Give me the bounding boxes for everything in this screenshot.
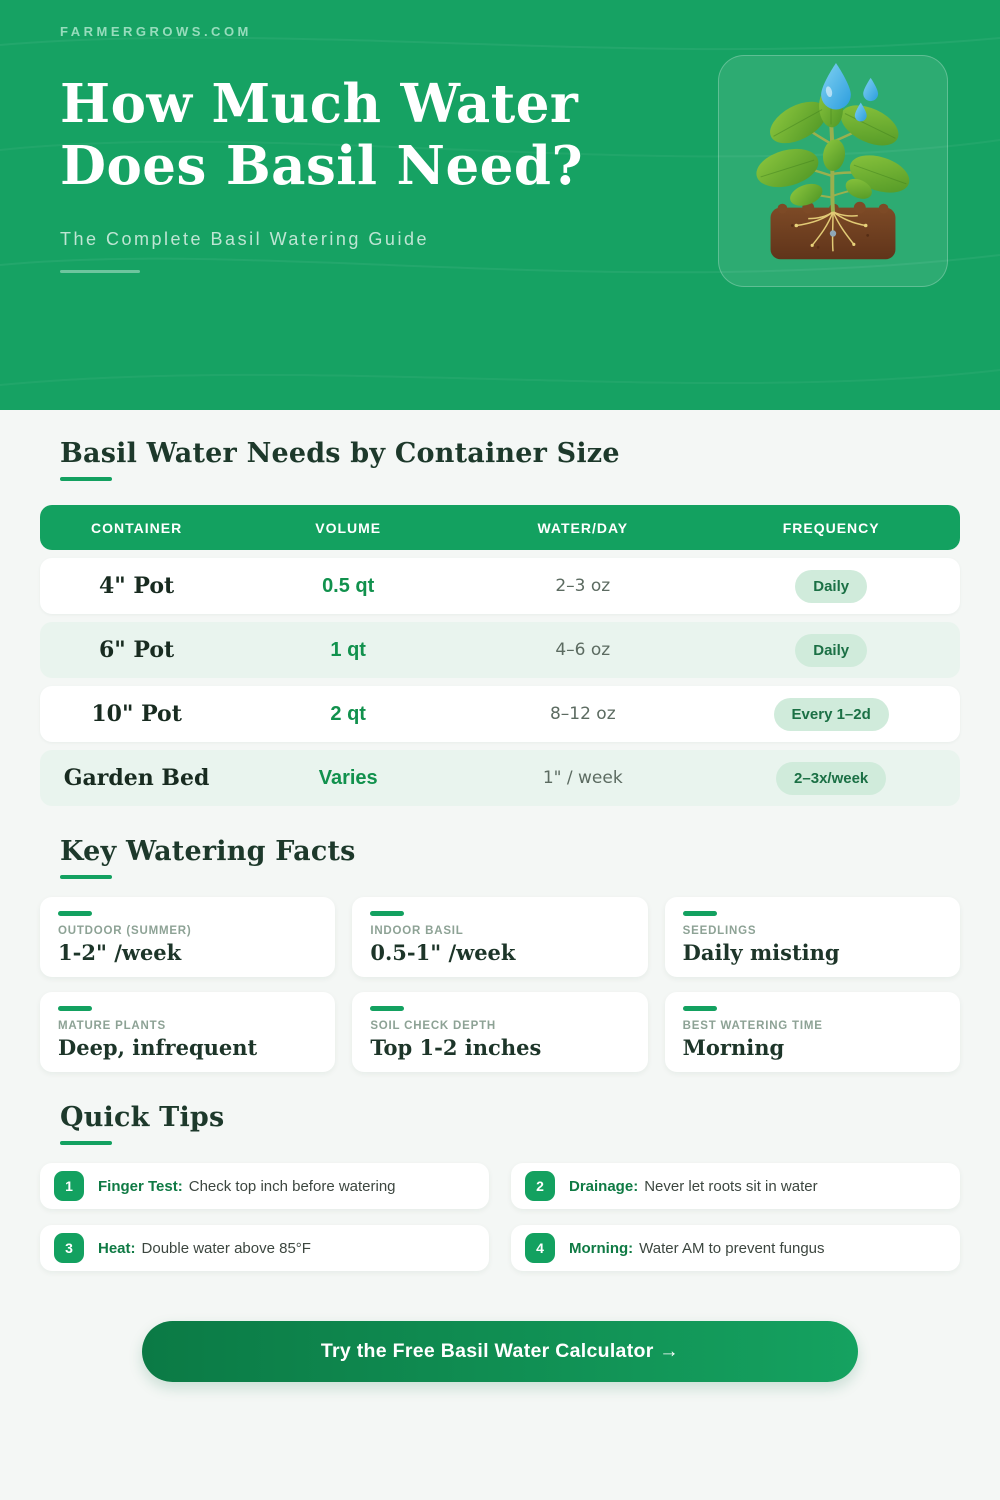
tip-text: Never let roots sit in water (644, 1177, 818, 1195)
water-cell: 4–6 oz (555, 640, 611, 660)
site-brand: FARMERGROWS.COM (60, 24, 252, 39)
container-cell: 6" Pot (98, 637, 175, 663)
tip-text: Check top inch before watering (188, 1177, 396, 1195)
tips-section-title: Quick Tips (60, 1102, 225, 1133)
table-section-title: Basil Water Needs by Container Size (60, 438, 620, 469)
fact-value: 1-2" /week (58, 940, 182, 965)
fact-value: Morning (682, 1035, 785, 1060)
water-cell: 2–3 oz (555, 576, 611, 596)
column-header-volume: VOLUME (315, 519, 382, 536)
water-calculator-cta-button[interactable]: Try the Free Basil Water Calculator → (142, 1321, 858, 1382)
tip-label: Finger Test: (98, 1177, 183, 1195)
fact-label: BEST WATERING TIME (682, 1020, 823, 1032)
fact-accent-bar (58, 1006, 92, 1011)
frequency-cell: Daily (702, 569, 960, 603)
frequency-cell: Daily (702, 633, 960, 667)
fact-accent-bar (682, 911, 717, 916)
volume-cell: 1 qt (330, 638, 366, 661)
basil-plant-illustration (718, 55, 948, 287)
fact-label: OUTDOOR (SUMMER) (58, 925, 192, 937)
frequency-badge: Every 1–2d (773, 697, 889, 731)
frequency-badge: Daily (795, 633, 868, 667)
table-row: Garden Bed Varies 1" / week 2–3x/week (40, 750, 960, 806)
column-header-water-day: WATER/DAY (537, 519, 629, 536)
fact-value: Daily misting (682, 940, 840, 965)
fact-card: MATURE PLANTS Deep, infrequent (40, 992, 336, 1072)
water-cell: 1" / week (542, 768, 623, 788)
table-section-underline (60, 477, 112, 481)
fact-accent-bar (370, 1006, 405, 1011)
table-section-header: Basil Water Needs by Container Size (60, 438, 960, 481)
volume-cell: 0.5 qt (322, 574, 375, 597)
column-header-frequency: FREQUENCY (782, 519, 880, 536)
water-needs-table: CONTAINER VOLUME WATER/DAY FREQUENCY 4" … (40, 505, 960, 806)
fact-accent-bar (58, 911, 92, 916)
tip-text: Double water above 85°F (141, 1239, 311, 1257)
page-title: How Much Water Does Basil Need? (60, 73, 940, 197)
fact-card: BEST WATERING TIME Morning (664, 992, 960, 1072)
tip-card: 1 Finger Test: Check top inch before wat… (40, 1163, 489, 1209)
container-cell: Garden Bed (63, 765, 210, 791)
tip-number-badge: 1 (54, 1171, 84, 1201)
facts-section-underline (60, 875, 112, 879)
fact-label: MATURE PLANTS (58, 1020, 166, 1032)
tip-number-badge: 2 (525, 1171, 555, 1201)
tip-label: Heat: (98, 1239, 136, 1257)
facts-section-title: Key Watering Facts (60, 836, 356, 867)
fact-card: OUTDOOR (SUMMER) 1-2" /week (40, 897, 336, 977)
page-title-line2: Does Basil Need? (60, 135, 584, 197)
tip-card: 4 Morning: Water AM to prevent fungus (511, 1225, 960, 1271)
main-content: Basil Water Needs by Container Size CONT… (0, 410, 1000, 1382)
frequency-cell: 2–3x/week (702, 761, 960, 795)
tip-text: Water AM to prevent fungus (639, 1239, 825, 1257)
tips-section-header: Quick Tips (60, 1102, 960, 1145)
tip-number-badge: 4 (525, 1233, 555, 1263)
roots-icon (796, 210, 866, 252)
hero-wave-decoration (0, 36, 1000, 386)
water-cell: 8–12 oz (549, 704, 616, 724)
column-header-container: CONTAINER (91, 519, 183, 536)
fact-card: SOIL CHECK DEPTH Top 1-2 inches (352, 992, 648, 1072)
tip-card: 2 Drainage: Never let roots sit in water (511, 1163, 960, 1209)
root-node (829, 230, 837, 237)
root-tips (794, 223, 868, 247)
hero-header: FARMERGROWS.COM How Much Water Does Basi… (0, 0, 1000, 410)
volume-cell: 2 qt (330, 702, 366, 725)
frequency-badge: 2–3x/week (776, 761, 887, 795)
water-drops-icon (821, 62, 879, 122)
tip-card: 3 Heat: Double water above 85°F (40, 1225, 489, 1271)
tips-grid: 1 Finger Test: Check top inch before wat… (40, 1163, 960, 1271)
tip-label: Morning: (569, 1239, 634, 1257)
table-row: 10" Pot 2 qt 8–12 oz Every 1–2d (40, 686, 960, 742)
table-header-row: CONTAINER VOLUME WATER/DAY FREQUENCY (40, 505, 960, 550)
frequency-badge: Daily (795, 569, 868, 603)
fact-card: SEEDLINGS Daily misting (664, 897, 960, 977)
frequency-cell: Every 1–2d (702, 697, 960, 731)
table-row: 6" Pot 1 qt 4–6 oz Daily (40, 622, 960, 678)
fact-value: Top 1-2 inches (370, 1035, 542, 1060)
fact-card: INDOOR BASIL 0.5-1" /week (352, 897, 648, 977)
fact-accent-bar (370, 911, 405, 916)
page-title-line1: How Much Water (60, 73, 579, 135)
fact-value: Deep, infrequent (58, 1035, 258, 1060)
container-cell: 4" Pot (98, 573, 175, 599)
table-row: 4" Pot 0.5 qt 2–3 oz Daily (40, 558, 960, 614)
page-subtitle: The Complete Basil Watering Guide (60, 229, 429, 249)
fact-accent-bar (682, 1006, 717, 1011)
fact-label: INDOOR BASIL (370, 925, 464, 937)
tip-number-badge: 3 (54, 1233, 84, 1263)
basil-plant-icon (756, 62, 910, 260)
facts-grid: OUTDOOR (SUMMER) 1-2" /week INDOOR BASIL… (40, 897, 960, 1072)
subtitle-underline (60, 270, 140, 273)
tips-section-underline (60, 1141, 112, 1145)
fact-label: SEEDLINGS (682, 925, 757, 937)
tip-label: Drainage: (569, 1177, 639, 1195)
facts-section-header: Key Watering Facts (60, 836, 960, 879)
volume-cell: Varies (318, 766, 378, 789)
fact-label: SOIL CHECK DEPTH (370, 1020, 497, 1032)
container-cell: 10" Pot (91, 701, 182, 727)
fact-value: 0.5-1" /week (370, 940, 516, 965)
